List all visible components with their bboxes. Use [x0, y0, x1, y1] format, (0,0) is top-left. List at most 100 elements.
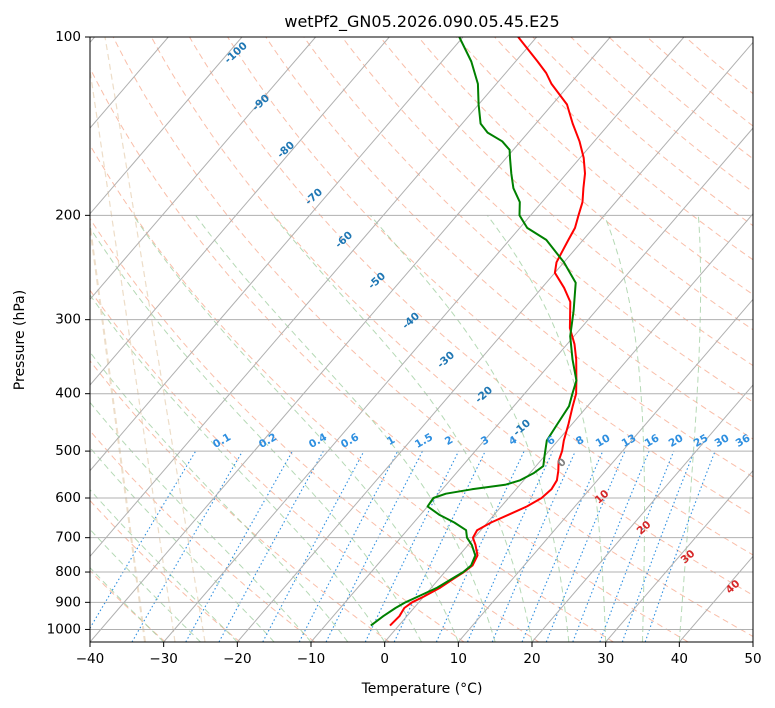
dry-adiabat — [379, 37, 753, 367]
isotherm — [236, 41, 753, 642]
mixing-ratio-line — [466, 450, 554, 642]
isotherm — [90, 37, 464, 472]
dry-adiabat-label: -50 — [366, 270, 388, 292]
y-axis-label: Pressure (hPa) — [12, 290, 28, 390]
mixing-ratio-line — [521, 450, 604, 642]
reference-curve — [90, 66, 176, 642]
y-axis-ticks: 1000 900 800 700 600 500 400 300 200 100 — [47, 29, 90, 637]
mixing-ratio-line — [364, 450, 460, 642]
line-labels: -100-90-80-70-60-50-40-30-20-10010203040… — [211, 40, 752, 597]
x-tick-label: 0 — [380, 651, 389, 667]
y-tick-label: 500 — [55, 443, 81, 459]
x-axis-ticks: −40 −30 −20 −10 0 10 20 30 40 50 — [76, 642, 762, 667]
temperature-line — [389, 37, 586, 627]
mixing-ratio-line — [621, 450, 695, 642]
mixing-ratio-line — [545, 450, 626, 642]
dry-adiabat — [265, 37, 753, 478]
dry-adiabat — [227, 37, 753, 517]
mixing-ratio-line — [644, 450, 716, 642]
y-tick-label: 1000 — [47, 621, 81, 637]
dry-adiabat — [456, 37, 753, 296]
moist-adiabat — [603, 215, 645, 642]
x-tick-label: 50 — [744, 651, 761, 667]
mixing-ratio-line — [572, 450, 650, 642]
x-tick-label: 10 — [450, 651, 467, 667]
isotherm — [163, 37, 685, 642]
x-axis-label: Temperature (°C) — [361, 681, 483, 697]
y-tick-label: 200 — [55, 207, 81, 223]
y-tick-label: 100 — [55, 29, 81, 45]
dry-adiabat — [112, 37, 753, 638]
y-tick-label: 300 — [55, 312, 81, 328]
x-tick-label: −20 — [223, 651, 252, 667]
mixing-ratio-line — [491, 450, 576, 642]
dry-adiabat — [532, 37, 753, 227]
isotherm — [384, 212, 753, 642]
moist-adiabat — [90, 294, 386, 642]
dry-adiabat-label: -100 — [222, 40, 250, 67]
dry-adiabat — [90, 217, 540, 642]
dry-adiabat-label: 0 — [555, 456, 568, 470]
x-tick-label: 30 — [597, 651, 614, 667]
dry-adiabat-label: -30 — [435, 349, 457, 371]
mixing-ratio-label: 0.1 — [211, 431, 233, 451]
x-tick-label: −30 — [149, 651, 178, 667]
moist-adiabat — [90, 446, 275, 642]
mixing-ratio-line — [262, 450, 365, 642]
moist-adiabat — [195, 215, 496, 642]
dry-adiabat-label: 20 — [635, 519, 654, 538]
mixing-ratio-label: 10 — [594, 432, 613, 450]
dry-adiabat — [646, 37, 753, 127]
dry-adiabat — [341, 37, 753, 403]
plot-frame — [89, 36, 754, 643]
isotherm — [90, 37, 317, 301]
dry-adiabat — [90, 499, 241, 642]
dry-adiabat — [90, 289, 465, 642]
mixing-ratio-label: 36 — [734, 432, 753, 450]
isotherm — [678, 555, 753, 642]
moist-adiabat — [90, 566, 165, 642]
isotherm — [605, 469, 753, 642]
isotherm — [90, 37, 538, 558]
dry-adiabat — [90, 144, 614, 642]
chart-title: wetPf2_GN05.2026.090.05.45.E25 — [284, 12, 559, 32]
y-tick-label: 600 — [55, 490, 81, 506]
dry-adiabat — [90, 360, 390, 642]
dry-adiabat-label: -20 — [473, 384, 495, 406]
dry-adiabat-label: -70 — [303, 186, 325, 208]
dry-adiabat — [150, 37, 753, 596]
isotherm — [457, 298, 753, 642]
mixing-ratio-label: 0.4 — [307, 431, 329, 451]
isotherm — [752, 641, 753, 642]
y-tick-label: 800 — [55, 564, 81, 580]
mixing-ratio-label: 3 — [479, 434, 491, 448]
moist-adiabat — [132, 215, 459, 642]
isotherm — [90, 37, 390, 386]
x-tick-label: 40 — [671, 651, 688, 667]
dry-adiabat-label: -10 — [511, 417, 533, 439]
mixing-ratio-label: 13 — [620, 432, 639, 450]
y-tick-label: 400 — [55, 386, 81, 402]
mixing-ratio-label: 2 — [443, 434, 455, 448]
moist-adiabat — [678, 215, 702, 642]
dry-adiabat-label: -80 — [275, 139, 297, 161]
mixing-ratio-line — [185, 450, 293, 642]
reference-curve — [104, 37, 206, 642]
dry-adiabat — [570, 37, 753, 193]
pressure-gridlines — [90, 37, 753, 630]
mixing-ratio-label: 20 — [667, 432, 686, 450]
dry-adiabat — [90, 429, 315, 642]
moist-adiabat — [90, 528, 201, 642]
moist-adiabat — [90, 401, 312, 642]
moist-adiabat — [486, 215, 607, 642]
dry-adiabat — [90, 569, 166, 642]
background-lines — [90, 37, 753, 642]
mixing-ratio-line — [599, 450, 675, 642]
mixing-ratio-line — [131, 450, 244, 642]
isotherm — [90, 37, 243, 215]
mixing-ratio-label: 1 — [385, 434, 397, 448]
dry-adiabat-label: -90 — [250, 92, 272, 114]
y-tick-label: 700 — [55, 530, 81, 546]
moist-adiabat — [272, 214, 533, 642]
